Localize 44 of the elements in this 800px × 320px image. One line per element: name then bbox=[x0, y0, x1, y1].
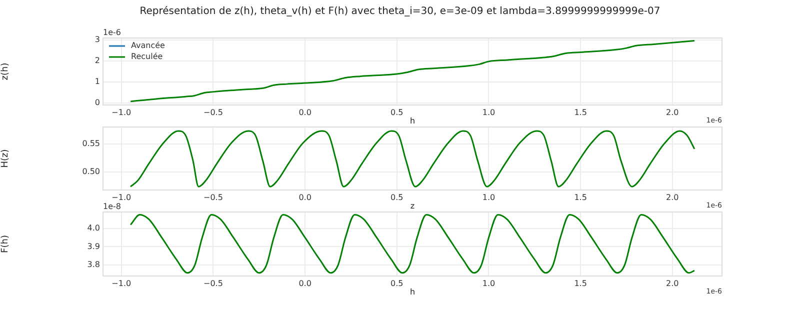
x-axis-title: h bbox=[410, 116, 416, 126]
chart-title: Représentation de z(h), theta_v(h) et F(h) avec theta_i=30, e=3e-09 et lambda=3.8999999999999e-07 bbox=[138, 6, 662, 17]
x-axis-title: h bbox=[410, 287, 416, 296]
x-tick-label: 2.0 bbox=[666, 108, 679, 117]
line-series bbox=[130, 130, 696, 188]
x-tick-label: 0.0 bbox=[298, 192, 312, 202]
x-tick-label: −1.0 bbox=[112, 192, 132, 202]
y-tick-label: 3.8 bbox=[87, 260, 100, 270]
x-tick-label: −1.0 bbox=[112, 278, 132, 288]
line-series bbox=[130, 40, 696, 102]
x-tick-label: 2.0 bbox=[666, 278, 679, 288]
x-tick-label: 0.5 bbox=[390, 108, 404, 117]
y-tick-label: 3 bbox=[94, 35, 100, 44]
text: 1e-6 bbox=[103, 28, 121, 38]
y-tick-label: 2 bbox=[94, 56, 100, 66]
x-tick-label: 1.5 bbox=[574, 278, 587, 288]
x-tick-label: 1.5 bbox=[574, 108, 587, 117]
y-tick-label: 0.50 bbox=[82, 167, 100, 176]
y-tick-label: 1 bbox=[94, 77, 100, 86]
x-tick-label: −0.5 bbox=[203, 192, 223, 202]
y-axis-title: z(h) bbox=[0, 62, 11, 80]
legend-label: Reculée bbox=[131, 52, 163, 62]
line-series bbox=[130, 214, 696, 274]
x-tick-label: 1.0 bbox=[482, 278, 496, 288]
x-tick-label: 1.5 bbox=[574, 192, 587, 202]
x-tick-label: 0.0 bbox=[298, 108, 312, 117]
x-tick-label: 0.0 bbox=[298, 278, 312, 288]
x-axis-title: z bbox=[410, 201, 415, 210]
legend-label: Avancée bbox=[131, 41, 166, 50]
y-axis-title: F(h) bbox=[0, 235, 11, 253]
x-tick-label: 1.0 bbox=[482, 192, 496, 202]
x-tick-label: 0.5 bbox=[390, 192, 404, 202]
x-tick-label: −1.0 bbox=[112, 108, 132, 117]
x-tick-label: 2.0 bbox=[666, 192, 679, 202]
x-tick-label: 0.5 bbox=[390, 278, 404, 288]
y-tick-label: 0 bbox=[94, 98, 100, 107]
x-tick-label: −0.5 bbox=[203, 278, 223, 288]
y-tick-label: 3.9 bbox=[87, 242, 100, 251]
x-tick-label: −0.5 bbox=[203, 108, 223, 117]
x-tick-label: 1.0 bbox=[482, 108, 496, 117]
y-axis-title: H(z) bbox=[0, 149, 11, 168]
y-tick-label: 4.0 bbox=[87, 224, 100, 233]
text: 1e-8 bbox=[103, 202, 121, 212]
y-tick-label: 0.55 bbox=[82, 138, 100, 148]
